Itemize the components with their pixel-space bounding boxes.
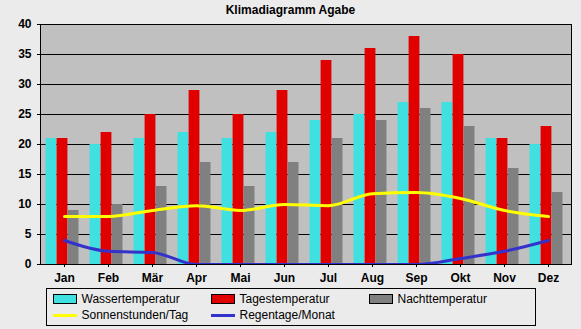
html-text:Klimadiagramm Agabe: Klimadiagramm Agabe [225,3,356,17]
svg-text:10: 10 [18,197,32,211]
svg-text:40: 40 [18,18,32,31]
svg-text:Dez: Dez [538,271,559,285]
html-text:Regentage/Monat: Regentage/Monat [239,308,335,322]
svg-text:Sep: Sep [405,271,427,285]
svg-text:25: 25 [18,107,32,121]
svg-text:Mai: Mai [230,271,250,285]
svg-text:Jul: Jul [320,271,337,285]
svg-text:15: 15 [18,167,32,181]
html-text:Tagestemperatur: Tagestemperatur [239,292,330,306]
svg-text:Feb: Feb [98,271,119,285]
svg-text:Apr: Apr [186,271,207,285]
svg-text:Jan: Jan [54,271,75,285]
svg-text:Mär: Mär [142,271,164,285]
html-text:Wassertemperatur: Wassertemperatur [81,292,180,306]
svg-text:0: 0 [25,257,32,271]
html-text:Sonnenstunden/Tag: Sonnenstunden/Tag [81,308,189,322]
svg-text:20: 20 [18,137,32,151]
svg-text:35: 35 [18,47,32,61]
svg-text:Nov: Nov [493,271,516,285]
html-text:Nachttemperatur: Nachttemperatur [397,292,487,306]
svg-text:Aug: Aug [361,271,384,285]
svg-text:5: 5 [25,227,32,241]
svg-text:30: 30 [18,77,32,91]
svg-text:Jun: Jun [274,271,295,285]
svg-text:Okt: Okt [450,271,470,285]
